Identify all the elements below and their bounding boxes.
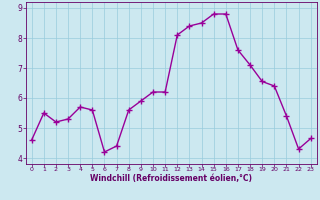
- X-axis label: Windchill (Refroidissement éolien,°C): Windchill (Refroidissement éolien,°C): [90, 174, 252, 183]
